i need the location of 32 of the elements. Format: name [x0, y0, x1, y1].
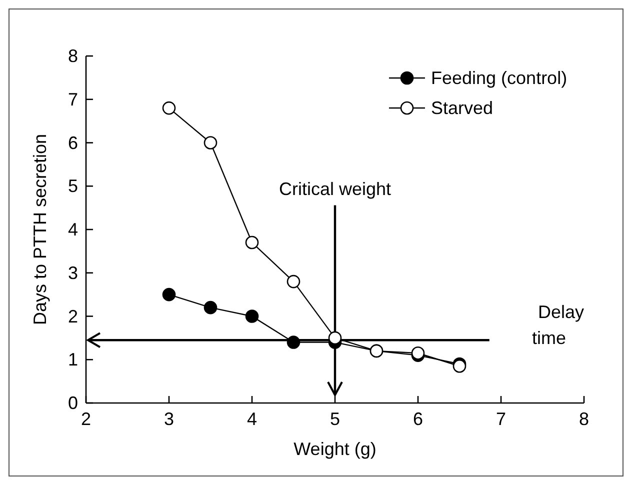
point [245, 236, 259, 250]
y-tick-label: 0 [68, 393, 78, 413]
point [162, 101, 176, 115]
y-tick-label: 4 [68, 220, 78, 240]
y-axis-title: Days to PTTH secretion [30, 134, 50, 326]
y-tick-label: 5 [68, 176, 78, 196]
x-tick-label: 4 [246, 409, 258, 429]
point [286, 336, 300, 349]
y-tick-label: 7 [68, 89, 78, 110]
x-axis-title: Weight (g) [294, 439, 376, 459]
y-tick-label: 2 [68, 306, 78, 326]
ref-line-label: Delay time [532, 302, 584, 348]
point [245, 310, 259, 323]
y-tick-label: 1 [68, 350, 78, 370]
x-tick-label: 5 [330, 409, 340, 429]
ref-line-label: Critical weight [278, 179, 392, 200]
x-tick-label: 3 [164, 409, 174, 429]
x-tick-label: 7 [496, 409, 506, 429]
point [204, 136, 218, 150]
y-tick-label: 3 [68, 262, 78, 283]
legend-label: Starved [431, 98, 494, 118]
y-tick-label: 6 [68, 132, 78, 153]
x-tick-label: 2 [80, 409, 92, 429]
point [411, 346, 425, 360]
point [204, 300, 218, 314]
y-tick-label: 8 [68, 46, 78, 66]
point [328, 331, 342, 345]
x-tick-label: 8 [578, 409, 590, 429]
legend-label: Feeding (control) [431, 68, 568, 88]
point [286, 274, 300, 288]
x-tick-label: 6 [412, 409, 424, 429]
point [162, 288, 176, 302]
